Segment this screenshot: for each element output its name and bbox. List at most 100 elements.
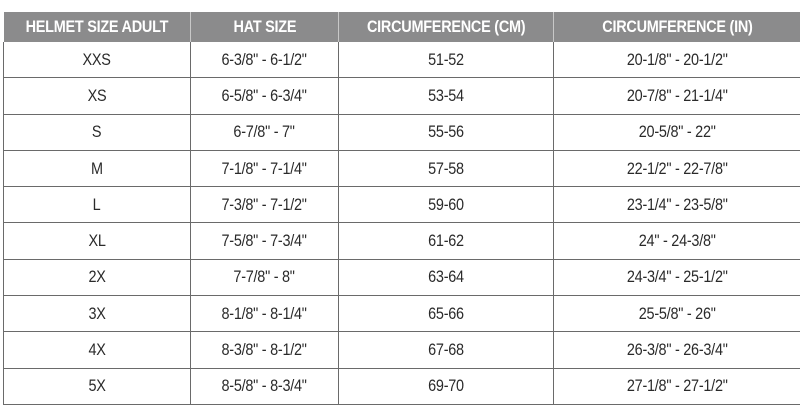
cell-text: 7-7/8" - 8": [233, 267, 296, 287]
cell-text: 4X: [88, 340, 106, 360]
cell-text: 26-3/8" - 26-3/4": [626, 340, 728, 360]
circumference-in-cell: 20-1/8" - 20-1/2": [553, 42, 800, 79]
circumference-cm-cell: 67-68: [338, 331, 554, 369]
table-row: XXS 6-3/8" - 6-1/2" 51-52 20-1/8" - 20-1/2": [3, 42, 800, 79]
cell-text: M: [91, 158, 103, 178]
cell-text: S: [92, 122, 102, 142]
circumference-cm-cell: 59-60: [338, 186, 554, 224]
cell-text: 63-64: [428, 267, 464, 287]
header-label: CIRCUMFERENCE (CM): [366, 17, 526, 36]
cell-text: 20-1/8" - 20-1/2": [626, 49, 728, 69]
circumference-in-cell: 25-5/8" - 26": [553, 295, 800, 333]
cell-text: 6-7/8" - 7": [233, 122, 296, 142]
table-row: S 6-7/8" - 7" 55-56 20-5/8" - 22": [3, 114, 800, 151]
cell-text: 25-5/8" - 26": [638, 303, 716, 323]
hat-size-cell: 7-1/8" - 7-1/4": [190, 150, 339, 188]
table-row: M 7-1/8" - 7-1/4" 57-58 22-1/2" - 22-7/8": [3, 150, 800, 188]
hat-size-cell: 7-5/8" - 7-3/4": [190, 222, 339, 260]
cell-text: 57-58: [428, 158, 464, 178]
cell-text: 27-1/8" - 27-1/2": [626, 376, 728, 396]
cell-text: 23-1/4" - 23-5/8": [626, 194, 728, 214]
circumference-in-cell: 26-3/8" - 26-3/4": [553, 331, 800, 369]
cell-text: XL: [88, 231, 106, 251]
hat-size-cell: 8-5/8" - 8-3/4": [190, 368, 339, 405]
helmet-size-cell: S: [3, 114, 191, 151]
cell-text: 59-60: [428, 194, 464, 214]
hat-size-cell: 7-7/8" - 8": [190, 259, 339, 297]
table-row: 3X 8-1/8" - 8-1/4" 65-66 25-5/8" - 26": [3, 295, 800, 333]
cell-text: 3X: [88, 303, 106, 323]
cell-text: XXS: [82, 49, 112, 69]
cell-text: 22-1/2" - 22-7/8": [626, 158, 728, 178]
hat-size-cell: 7-3/8" - 7-1/2": [190, 186, 339, 224]
table-row: 4X 8-3/8" - 8-1/2" 67-68 26-3/8" - 26-3/4": [3, 331, 800, 369]
cell-text: 2X: [88, 267, 106, 287]
cell-text: 55-56: [428, 122, 464, 142]
circumference-cm-cell: 63-64: [338, 259, 554, 297]
header-label: CIRCUMFERENCE (IN): [601, 17, 753, 36]
header-label: HAT SIZE: [233, 17, 296, 36]
cell-text: L: [93, 194, 101, 214]
hat-size-cell: 8-3/8" - 8-1/2": [190, 331, 339, 369]
cell-text: 67-68: [428, 340, 464, 360]
cell-text: 61-62: [428, 231, 464, 251]
circumference-cm-cell: 53-54: [338, 77, 554, 115]
circumference-cm-cell: 69-70: [338, 368, 554, 405]
cell-text: 6-5/8" - 6-3/4": [221, 85, 308, 105]
table-row: 2X 7-7/8" - 8" 63-64 24-3/4" - 25-1/2": [3, 259, 800, 297]
cell-text: 51-52: [428, 49, 464, 69]
circumference-cm-cell: 61-62: [338, 222, 554, 260]
cell-text: 7-3/8" - 7-1/2": [221, 194, 308, 214]
header-row: HELMET SIZE ADULT HAT SIZE CIRCUMFERENCE…: [3, 12, 800, 42]
circumference-in-cell: 20-5/8" - 22": [553, 114, 800, 151]
table-row: XL 7-5/8" - 7-3/4" 61-62 24" - 24-3/8": [3, 222, 800, 260]
cell-text: 69-70: [428, 376, 464, 396]
header-hat-size: HAT SIZE: [190, 12, 339, 42]
header-circumference-cm: CIRCUMFERENCE (CM): [338, 12, 554, 42]
helmet-size-cell: 4X: [3, 331, 191, 369]
header-label: HELMET SIZE ADULT: [25, 17, 169, 36]
hat-size-cell: 6-5/8" - 6-3/4": [190, 77, 339, 115]
hat-size-cell: 8-1/8" - 8-1/4": [190, 295, 339, 333]
cell-text: 5X: [88, 376, 106, 396]
circumference-in-cell: 22-1/2" - 22-7/8": [553, 150, 800, 188]
circumference-cm-cell: 65-66: [338, 295, 554, 333]
header-helmet-size: HELMET SIZE ADULT: [3, 12, 191, 42]
cell-text: XS: [87, 85, 107, 105]
helmet-size-table: HELMET SIZE ADULT HAT SIZE CIRCUMFERENCE…: [3, 12, 800, 405]
cell-text: 53-54: [428, 85, 464, 105]
cell-text: 7-1/8" - 7-1/4": [221, 158, 308, 178]
circumference-in-cell: 20-7/8" - 21-1/4": [553, 77, 800, 115]
helmet-size-cell: XS: [3, 77, 191, 115]
circumference-in-cell: 24-3/4" - 25-1/2": [553, 259, 800, 297]
cell-text: 20-7/8" - 21-1/4": [626, 85, 728, 105]
cell-text: 7-5/8" - 7-3/4": [221, 231, 308, 251]
helmet-size-cell: XXS: [3, 42, 191, 79]
cell-text: 65-66: [428, 303, 464, 323]
cell-text: 8-3/8" - 8-1/2": [221, 340, 308, 360]
cell-text: 8-1/8" - 8-1/4": [221, 303, 308, 323]
helmet-size-cell: XL: [3, 222, 191, 260]
circumference-cm-cell: 55-56: [338, 114, 554, 151]
helmet-size-cell: L: [3, 186, 191, 224]
helmet-size-cell: 2X: [3, 259, 191, 297]
hat-size-cell: 6-7/8" - 7": [190, 114, 339, 151]
circumference-cm-cell: 51-52: [338, 42, 554, 79]
cell-text: 8-5/8" - 8-3/4": [221, 376, 308, 396]
circumference-cm-cell: 57-58: [338, 150, 554, 188]
cell-text: 24" - 24-3/8": [638, 231, 716, 251]
circumference-in-cell: 24" - 24-3/8": [553, 222, 800, 260]
helmet-size-cell: 5X: [3, 368, 191, 405]
hat-size-cell: 6-3/8" - 6-1/2": [190, 42, 339, 79]
cell-text: 6-3/8" - 6-1/2": [221, 49, 308, 69]
table-row: L 7-3/8" - 7-1/2" 59-60 23-1/4" - 23-5/8": [3, 186, 800, 224]
table-row: XS 6-5/8" - 6-3/4" 53-54 20-7/8" - 21-1/4": [3, 77, 800, 115]
circumference-in-cell: 27-1/8" - 27-1/2": [553, 368, 800, 405]
cell-text: 24-3/4" - 25-1/2": [626, 267, 728, 287]
cell-text: 20-5/8" - 22": [638, 122, 716, 142]
table-row: 5X 8-5/8" - 8-3/4" 69-70 27-1/8" - 27-1/2": [3, 368, 800, 405]
helmet-size-cell: M: [3, 150, 191, 188]
helmet-size-cell: 3X: [3, 295, 191, 333]
header-circumference-in: CIRCUMFERENCE (IN): [553, 12, 800, 42]
circumference-in-cell: 23-1/4" - 23-5/8": [553, 186, 800, 224]
